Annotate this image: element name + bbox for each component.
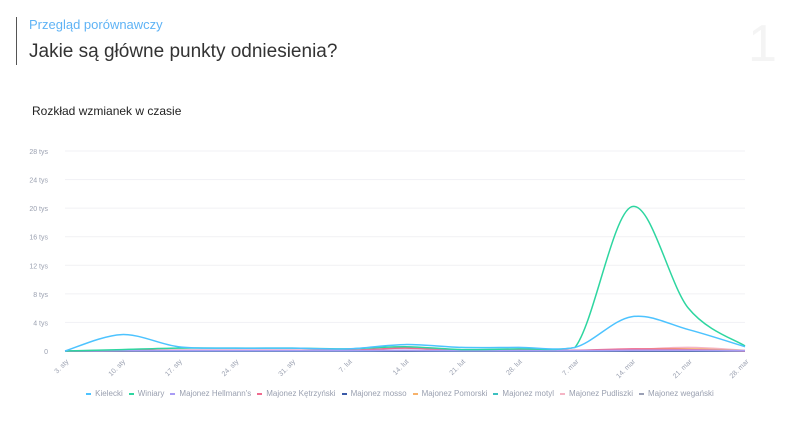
legend-label: Kielecki	[95, 389, 123, 398]
y-tick-label: 28 tys	[29, 149, 48, 156]
legend-swatch	[170, 392, 176, 395]
x-tick-label: 14. mar	[615, 358, 637, 380]
x-tick-label: 7. lut	[338, 358, 354, 374]
y-tick-label: 0	[44, 349, 48, 356]
series-line-kielecki	[64, 315, 746, 352]
legend-item[interactable]: Majonez Pudliszki	[559, 389, 634, 398]
y-tick-label: 20 tys	[29, 206, 48, 213]
series-line-winiary	[64, 205, 746, 352]
x-tick-label: 7. mar	[561, 358, 580, 377]
x-tick-label: 10. sty	[108, 358, 128, 378]
legend-item[interactable]: Majonez Hellmann's	[170, 389, 251, 398]
series-line-majonez-hellmann-s	[64, 349, 746, 352]
chart-legend: Kielecki Winiary Majonez Hellmann's Majonez…	[0, 389, 800, 398]
y-tick-label: 12 tys	[29, 263, 48, 270]
header-accent-bar	[16, 17, 17, 65]
x-tick-label: 28. lut	[505, 358, 523, 376]
page-title: Jakie są główne punkty odniesienia?	[29, 41, 338, 62]
legend-label: Majonez motyl	[502, 389, 554, 398]
legend-label: Majonez Pudliszki	[568, 389, 634, 398]
y-tick-label: 24 tys	[29, 178, 48, 185]
section-subtitle: Przegląd porównawczy	[29, 17, 163, 32]
legend-label: Majonez Kętrzyński	[266, 389, 336, 398]
legend-label: Majonez Pomorski	[421, 389, 488, 398]
legend-swatch	[128, 392, 134, 395]
legend-swatch	[341, 392, 347, 395]
legend-label: Winiary	[137, 389, 165, 398]
x-tick-label: 14. lut	[392, 358, 410, 376]
x-tick-label: 21. mar	[672, 358, 694, 380]
x-tick-label: 3. sty	[54, 358, 71, 375]
legend-item[interactable]: Kielecki	[86, 389, 123, 398]
x-tick-label: 21. lut	[449, 358, 467, 376]
legend-item[interactable]: Majonez wegański	[639, 389, 714, 398]
legend-item[interactable]: Majonez mosso	[341, 389, 407, 398]
x-tick-label: 24. sty	[221, 358, 241, 378]
legend-swatch	[493, 392, 499, 395]
x-tick-label: 17. sty	[164, 358, 184, 378]
legend-label: Majonez mosso	[350, 389, 407, 398]
legend-swatch	[86, 392, 92, 395]
legend-label: Majonez wegański	[648, 389, 714, 398]
legend-swatch	[559, 392, 565, 395]
y-tick-label: 16 tys	[29, 235, 48, 242]
legend-label: Majonez Hellmann's	[179, 389, 252, 398]
legend-swatch	[639, 392, 645, 395]
legend-item[interactable]: Majonez Kętrzyński	[257, 389, 336, 398]
x-tick-label: 28. mar	[729, 358, 751, 380]
legend-swatch	[412, 392, 418, 395]
y-tick-label: 4 tys	[33, 320, 48, 327]
page-number: 1	[748, 15, 777, 73]
y-tick-label: 8 tys	[33, 292, 48, 299]
legend-item[interactable]: Majonez Pomorski	[412, 389, 488, 398]
legend-item[interactable]: Winiary	[128, 389, 165, 398]
legend-item[interactable]: Majonez motyl	[493, 389, 554, 398]
legend-swatch	[257, 392, 263, 395]
chart-title: Rozkład wzmianek w czasie	[32, 104, 182, 118]
x-tick-label: 31. sty	[278, 358, 298, 378]
